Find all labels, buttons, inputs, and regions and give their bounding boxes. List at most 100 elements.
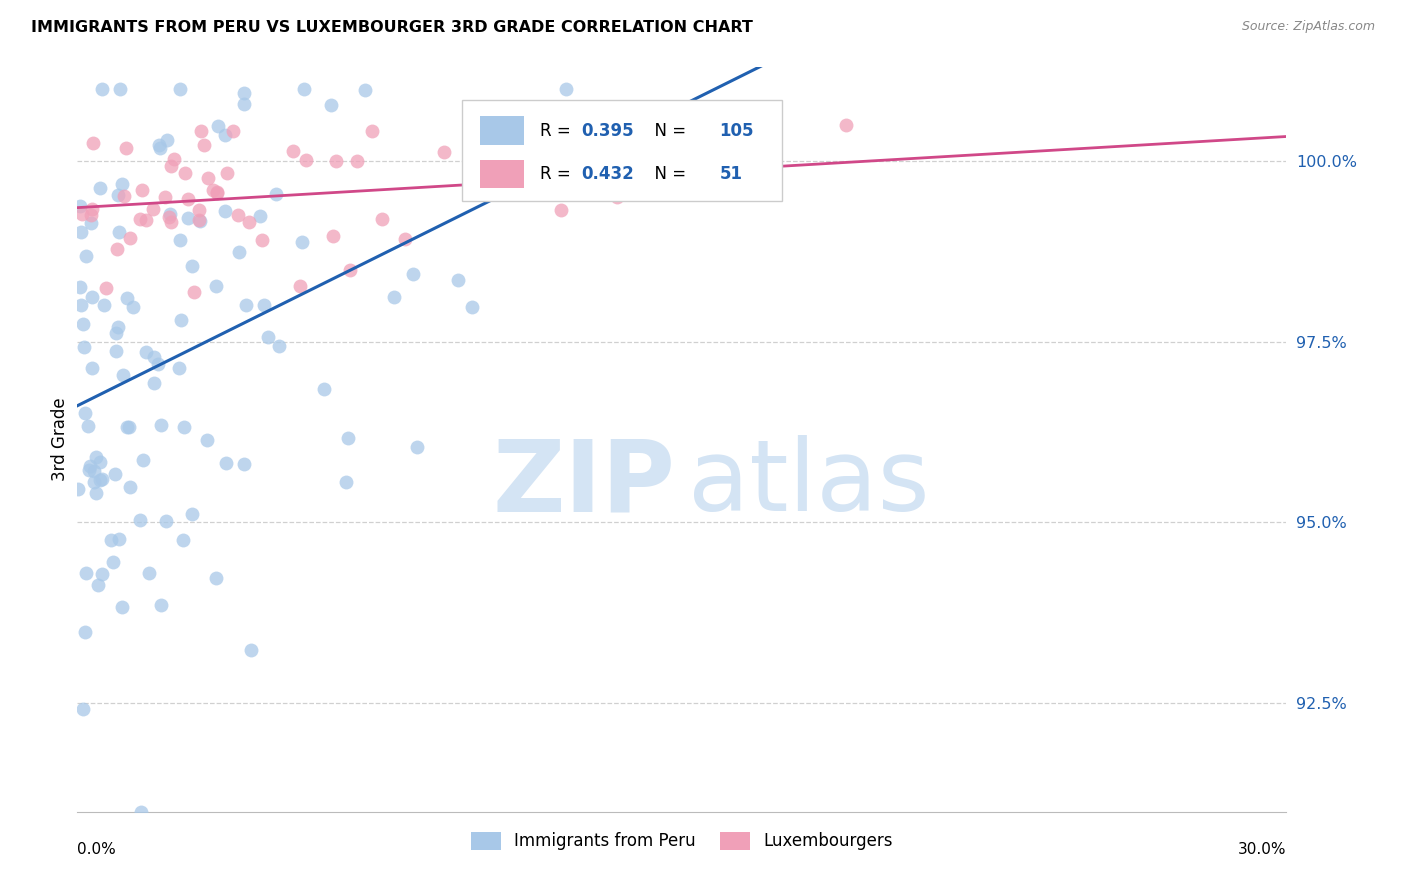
Point xyxy=(112,188,135,202)
Point xyxy=(138,566,160,580)
Point xyxy=(114,141,136,155)
Point xyxy=(235,298,257,312)
Point xyxy=(215,456,238,470)
Point xyxy=(72,702,94,716)
Point xyxy=(94,281,117,295)
Point xyxy=(82,136,104,150)
Point xyxy=(156,133,179,147)
Point xyxy=(87,578,110,592)
Point xyxy=(70,225,93,239)
Point xyxy=(606,190,628,204)
Point xyxy=(107,320,129,334)
Point xyxy=(322,229,344,244)
Point xyxy=(148,138,170,153)
Point xyxy=(550,202,572,217)
Point xyxy=(382,290,405,304)
Point xyxy=(118,420,141,434)
Point xyxy=(337,431,360,445)
Point xyxy=(142,202,165,217)
Point xyxy=(122,301,145,315)
Point xyxy=(91,472,114,486)
Point xyxy=(550,183,572,197)
Point xyxy=(89,181,111,195)
Point xyxy=(295,153,318,168)
Point xyxy=(107,188,129,202)
Point xyxy=(115,420,138,434)
Point xyxy=(252,233,274,247)
Point xyxy=(197,170,219,185)
Point xyxy=(163,152,186,166)
Point xyxy=(555,81,578,95)
Point xyxy=(172,533,194,547)
Point xyxy=(226,208,249,222)
Point xyxy=(177,192,200,206)
Point xyxy=(253,298,276,312)
Point xyxy=(100,533,122,548)
Point xyxy=(111,600,134,615)
Text: Source: ZipAtlas.com: Source: ZipAtlas.com xyxy=(1241,20,1375,33)
Point xyxy=(73,406,96,420)
Point xyxy=(197,433,219,447)
Point xyxy=(160,159,183,173)
Point xyxy=(105,343,128,358)
Point xyxy=(105,326,128,340)
Point xyxy=(671,185,693,199)
Point xyxy=(433,145,456,160)
Point xyxy=(70,298,93,312)
Point xyxy=(394,231,416,245)
Text: N =: N = xyxy=(644,165,692,183)
Point xyxy=(143,376,166,390)
Point xyxy=(447,273,470,287)
Point xyxy=(215,166,238,180)
Y-axis label: 3rd Grade: 3rd Grade xyxy=(51,398,69,481)
Point xyxy=(204,571,226,585)
Point xyxy=(66,482,89,496)
FancyBboxPatch shape xyxy=(479,117,523,145)
Point xyxy=(153,189,176,203)
Point xyxy=(187,202,209,217)
Text: 30.0%: 30.0% xyxy=(1239,841,1286,856)
Point xyxy=(73,340,96,354)
Point xyxy=(170,313,193,327)
Point xyxy=(159,214,181,228)
Point xyxy=(406,440,429,454)
Point xyxy=(149,598,172,612)
Point xyxy=(169,81,191,95)
Point xyxy=(238,215,260,229)
Point xyxy=(157,210,180,224)
Point xyxy=(188,214,211,228)
Point xyxy=(75,249,97,263)
Point xyxy=(108,81,131,95)
Point xyxy=(150,418,173,433)
Point xyxy=(292,81,315,95)
Text: 0.432: 0.432 xyxy=(582,165,634,183)
Point xyxy=(222,123,245,137)
Point xyxy=(239,643,262,657)
Point xyxy=(117,291,139,305)
Point xyxy=(214,203,236,218)
Point xyxy=(228,245,250,260)
Point xyxy=(361,124,384,138)
Point xyxy=(86,450,108,464)
Text: 51: 51 xyxy=(720,165,742,183)
Text: ZIP: ZIP xyxy=(494,435,676,533)
Point xyxy=(460,301,482,315)
Point xyxy=(205,186,228,201)
Point xyxy=(129,805,152,819)
Point xyxy=(107,242,129,256)
Point xyxy=(73,625,96,640)
Point xyxy=(461,124,484,138)
Point xyxy=(76,419,98,434)
Point xyxy=(131,183,153,197)
Text: 0.395: 0.395 xyxy=(582,121,634,139)
Point xyxy=(69,199,91,213)
Point xyxy=(80,216,103,230)
Text: N =: N = xyxy=(644,121,692,139)
Point xyxy=(120,480,142,494)
Point xyxy=(214,128,236,142)
Point xyxy=(207,186,229,200)
Point xyxy=(91,81,114,95)
Point xyxy=(167,360,190,375)
Point xyxy=(149,141,172,155)
Point xyxy=(80,208,103,222)
